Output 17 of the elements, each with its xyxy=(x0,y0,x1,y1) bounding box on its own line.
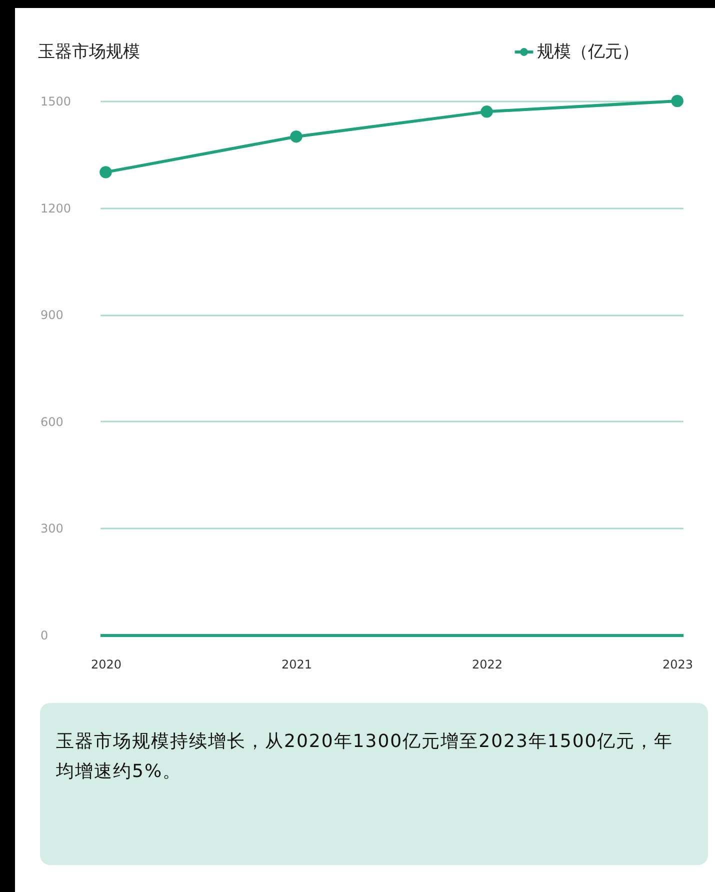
x-tick-label: 2020 xyxy=(90,658,122,672)
chart-title: 玉器市场规模 xyxy=(38,42,140,62)
y-tick-label: 1500 xyxy=(40,94,72,108)
y-tick-label: 600 xyxy=(40,414,64,429)
y-tick-label: 1200 xyxy=(40,201,72,216)
x-tick-label: 2022 xyxy=(472,658,503,672)
point xyxy=(671,94,684,108)
point xyxy=(100,166,112,178)
point xyxy=(480,106,493,118)
legend-label: 规模（亿元） xyxy=(537,42,639,62)
x-tick-label: 2023 xyxy=(662,658,694,672)
y-tick-label: 900 xyxy=(40,308,64,322)
y-tick-label: 300 xyxy=(40,522,64,536)
y-tick-label: 0 xyxy=(40,628,48,642)
point xyxy=(290,130,302,143)
x-tick-label: 2021 xyxy=(281,658,312,672)
note-panel: 玉器市场规模持续增长，从2020年1300亿元增至2023年1500亿元，年均增速约5%。 xyxy=(40,703,708,865)
